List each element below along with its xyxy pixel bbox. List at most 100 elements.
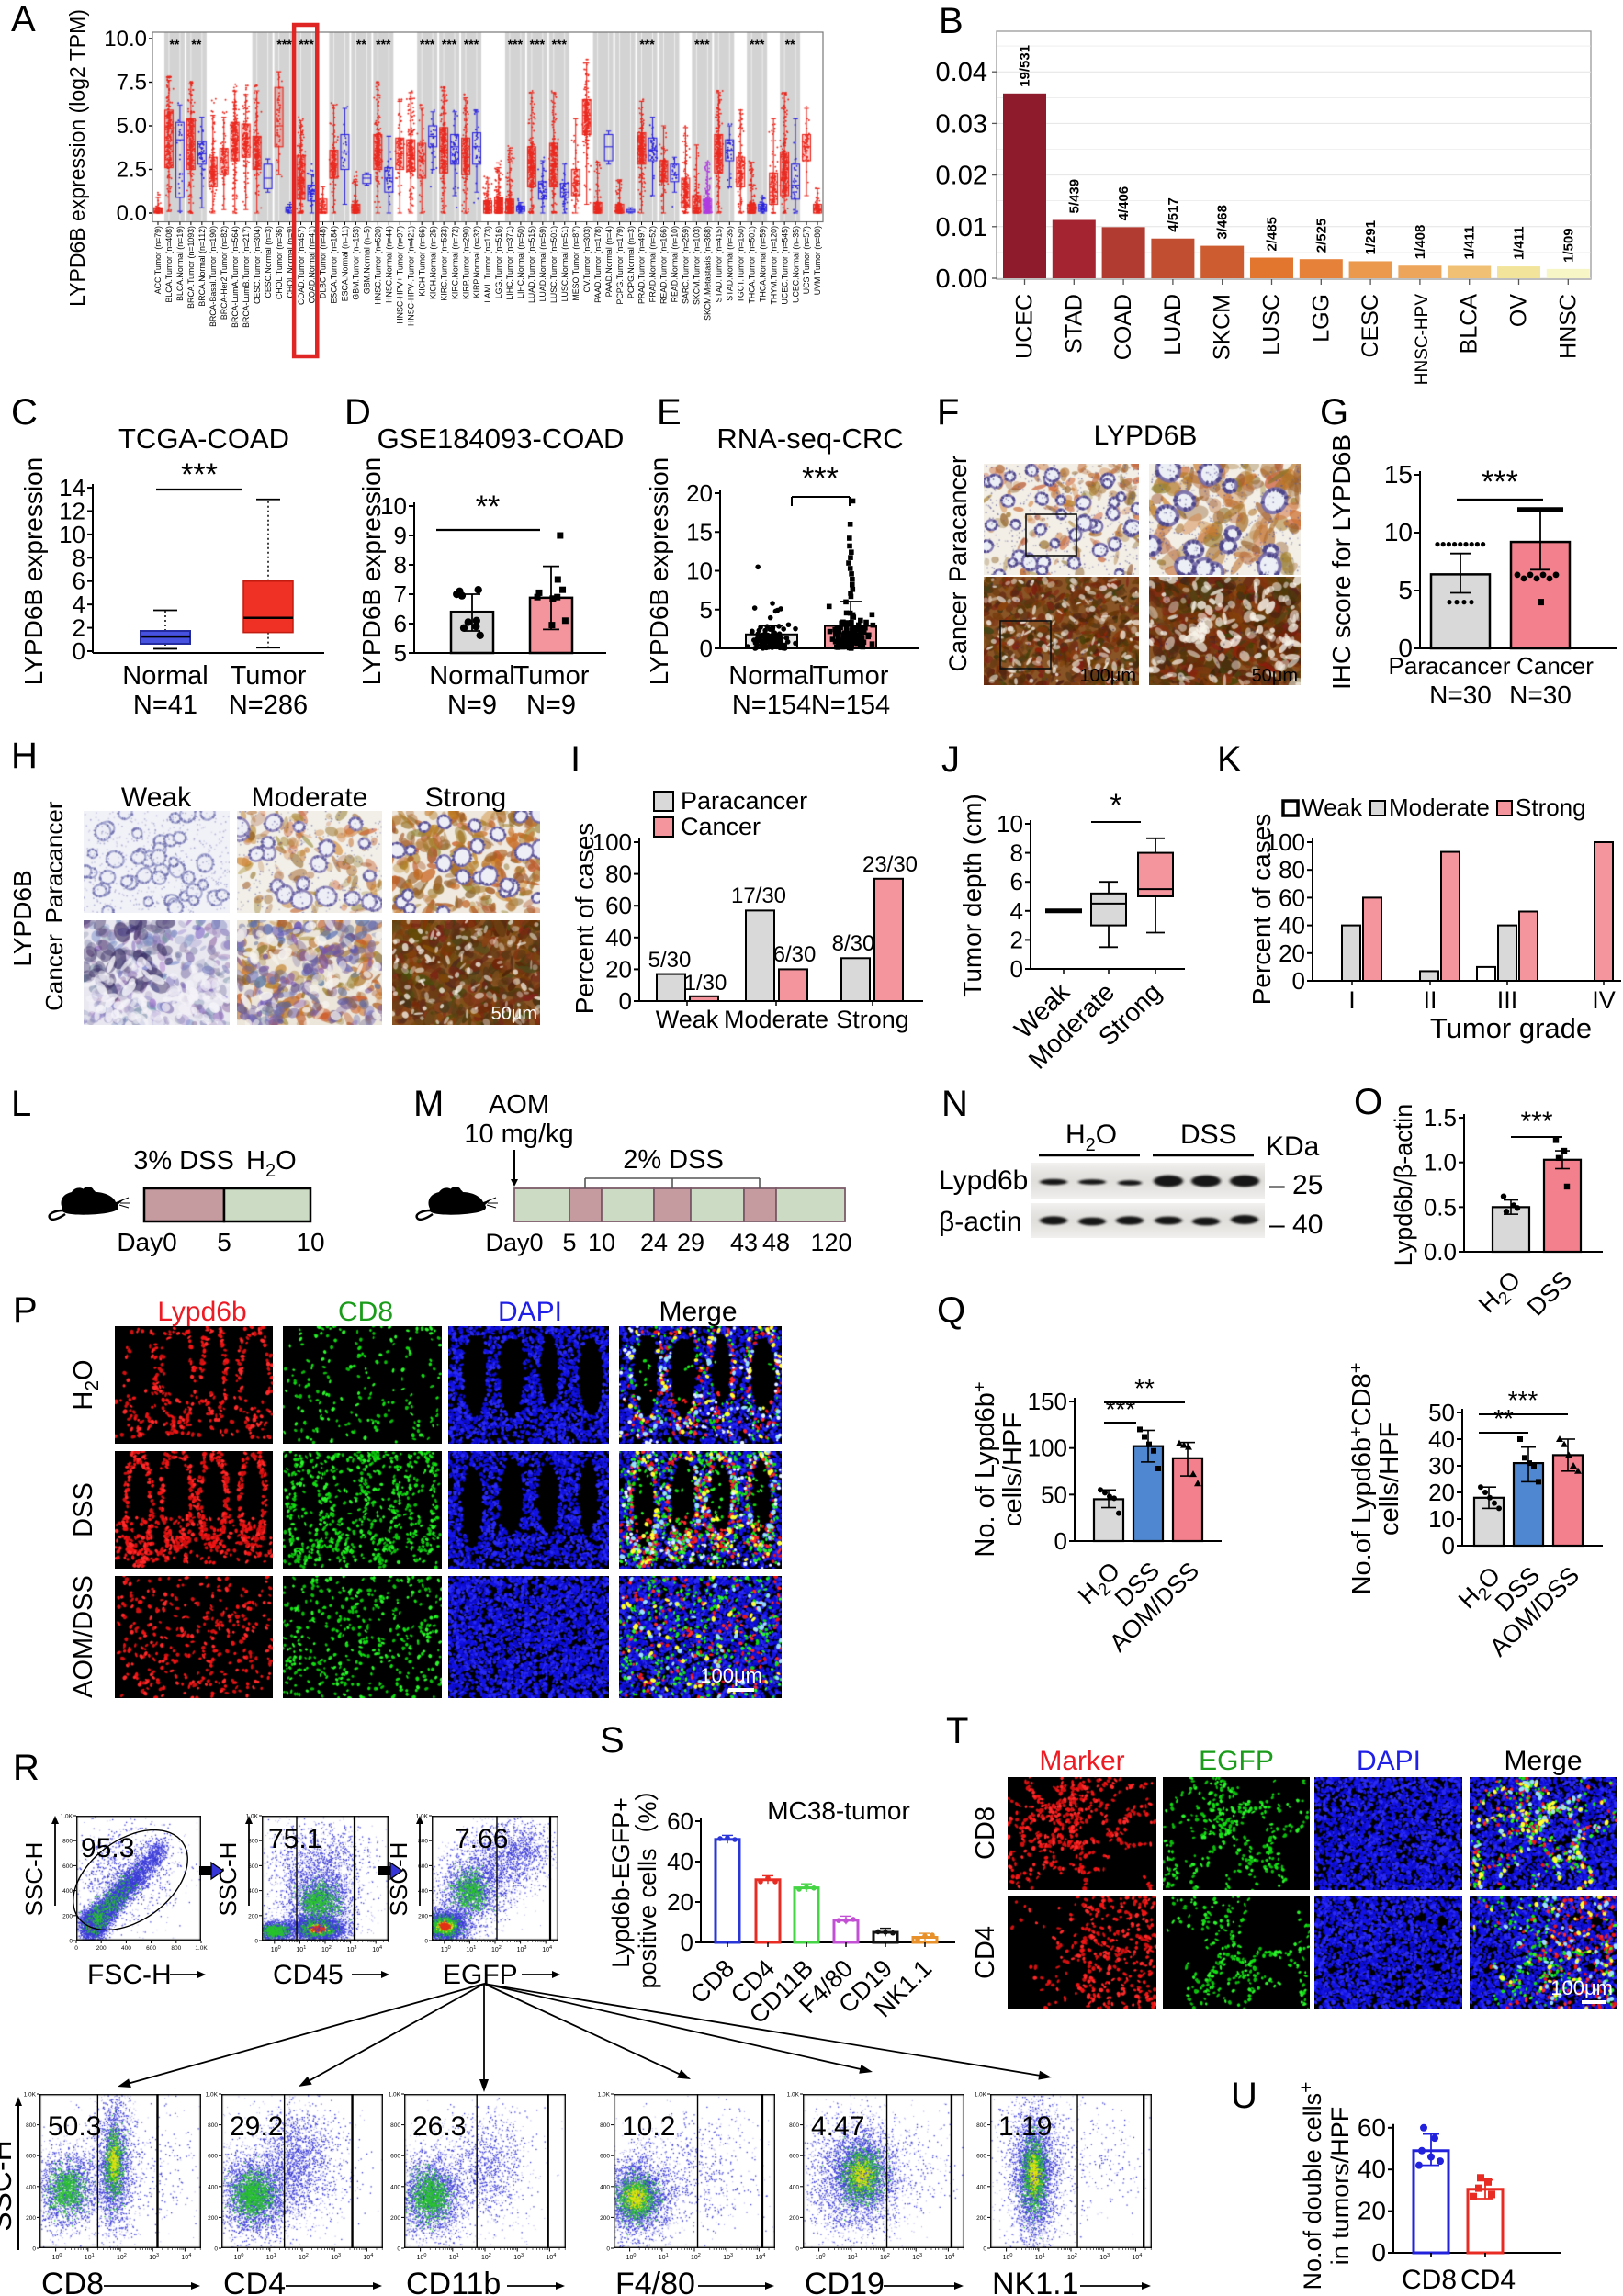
svg-text:– 40: – 40 [1269, 1210, 1323, 1240]
svg-text:1/509: 1/509 [1561, 228, 1576, 263]
svg-text:102: 102 [117, 2253, 127, 2261]
svg-text:STAD.Normal (n=35): STAD.Normal (n=35) [725, 226, 734, 301]
svg-text:17/30: 17/30 [731, 884, 786, 908]
svg-text:PAAD.Normal (n=4): PAAD.Normal (n=4) [604, 226, 614, 297]
svg-text:0: 0 [1442, 1532, 1455, 1559]
svg-text:CD8: CD8 [971, 1806, 1000, 1860]
svg-text:β-actin: β-actin [939, 1207, 1022, 1237]
svg-text:LUAD: LUAD [1160, 294, 1186, 355]
svg-text:40: 40 [1358, 2155, 1386, 2183]
svg-text:HNSC.Tumor (n=520): HNSC.Tumor (n=520) [374, 226, 383, 305]
svg-text:FSC-H: FSC-H [87, 1960, 172, 1990]
svg-text:THYM.Tumor (n=120): THYM.Tumor (n=120) [769, 226, 778, 305]
svg-text:800: 800 [208, 2122, 218, 2129]
svg-text:2: 2 [73, 614, 85, 642]
svg-text:400: 400 [62, 1888, 73, 1895]
svg-text:BRCA-Her2.Tumor (n=82): BRCA-Her2.Tumor (n=82) [220, 226, 229, 320]
svg-text:101: 101 [848, 2253, 858, 2261]
svg-text:8: 8 [394, 551, 407, 579]
svg-text:3% DSS: 3% DSS [133, 1146, 234, 1176]
svg-text:N=9: N=9 [526, 691, 576, 720]
svg-text:50μm: 50μm [491, 1004, 537, 1024]
svg-text:HNSC-HPV-.Tumor (n=421): HNSC-HPV-.Tumor (n=421) [406, 226, 415, 326]
svg-text:102: 102 [321, 1945, 332, 1953]
svg-text:Lypd6b-EGFP+: Lypd6b-EGFP+ [607, 1797, 635, 1968]
svg-text:SARC.Tumor (n=259): SARC.Tumor (n=259) [682, 226, 691, 304]
svg-text:BRCA.Tumor (n=1093): BRCA.Tumor (n=1093) [186, 226, 196, 309]
svg-text:H: H [11, 736, 38, 776]
svg-text:101: 101 [266, 2253, 276, 2261]
svg-text:J: J [941, 739, 960, 780]
svg-text:BLCA.Tumor (n=408): BLCA.Tumor (n=408) [164, 226, 174, 303]
svg-text:N=41: N=41 [133, 691, 197, 720]
svg-text:CD8: CD8 [1402, 2265, 1457, 2295]
svg-text:Cancer: Cancer [40, 934, 68, 1011]
svg-text:BRCA-LumB.Tumor (n=217): BRCA-LumB.Tumor (n=217) [242, 226, 251, 328]
svg-text:10: 10 [1384, 518, 1413, 546]
svg-text:104: 104 [755, 2253, 765, 2261]
svg-text:101: 101 [659, 2253, 669, 2261]
svg-text:TCGA-COAD: TCGA-COAD [118, 422, 289, 455]
svg-text:STAD.Tumor (n=415): STAD.Tumor (n=415) [715, 226, 724, 302]
svg-text:H2O: H2O [1473, 1266, 1529, 1322]
svg-text:in tumors/HPF: in tumors/HPF [1326, 2107, 1354, 2266]
svg-text:COAD.Tumor (n=457): COAD.Tumor (n=457) [297, 226, 306, 305]
svg-text:0.02: 0.02 [936, 162, 987, 191]
svg-text:102: 102 [880, 2253, 890, 2261]
svg-text:100: 100 [52, 2253, 62, 2261]
svg-text:80: 80 [605, 861, 632, 888]
svg-text:MC38-tumor: MC38-tumor [767, 1796, 910, 1825]
svg-text:30: 30 [1428, 1452, 1455, 1480]
svg-text:0: 0 [32, 2246, 36, 2253]
svg-text:600: 600 [600, 2154, 610, 2160]
svg-text:200: 200 [418, 1913, 428, 1919]
svg-text:DLBC.Tumor (n=48): DLBC.Tumor (n=48) [319, 226, 328, 298]
svg-text:OV: OV [1506, 294, 1532, 327]
svg-text:SSC-H: SSC-H [0, 2140, 17, 2232]
svg-text:Cancer: Cancer [681, 813, 761, 840]
svg-text:SSC-H: SSC-H [20, 1842, 48, 1917]
svg-text:Moderate: Moderate [724, 1006, 828, 1033]
svg-text:0: 0 [700, 635, 713, 662]
svg-text:1.0K: 1.0K [195, 1945, 208, 1952]
svg-text:150: 150 [1028, 1388, 1067, 1415]
svg-text:100: 100 [234, 2253, 244, 2261]
svg-text:0.04: 0.04 [936, 58, 987, 87]
svg-text:5: 5 [1398, 576, 1413, 604]
svg-text:12: 12 [59, 497, 85, 524]
svg-text:LGG.Tumor (n=516): LGG.Tumor (n=516) [494, 226, 503, 298]
svg-text:CD8: CD8 [685, 1954, 739, 2009]
svg-text:***: *** [1482, 465, 1518, 500]
svg-text:DSS: DSS [1522, 1266, 1577, 1321]
svg-text:43: 43 [730, 1229, 758, 1256]
svg-text:23/30: 23/30 [862, 852, 918, 877]
svg-text:103: 103 [517, 1945, 527, 1953]
svg-text:**: ** [1493, 1404, 1514, 1433]
svg-text:Paracancer: Paracancer [1389, 652, 1511, 680]
svg-text:5.0: 5.0 [117, 114, 147, 139]
svg-text:LYPD6B: LYPD6B [8, 870, 37, 966]
svg-text:***: *** [508, 37, 524, 51]
svg-text:103: 103 [149, 2253, 159, 2261]
svg-text:0: 0 [983, 2246, 986, 2253]
svg-text:KIRP.Normal (n=32): KIRP.Normal (n=32) [472, 226, 481, 298]
svg-text:KIRC.Normal (n=72): KIRC.Normal (n=72) [450, 226, 459, 299]
svg-text:800: 800 [789, 2122, 799, 2129]
svg-text:Tumor grade: Tumor grade [1430, 1012, 1592, 1044]
svg-text:CD19: CD19 [805, 2267, 885, 2296]
svg-text:CD45: CD45 [273, 1960, 344, 1990]
svg-text:101: 101 [466, 1945, 476, 1953]
svg-text:400: 400 [26, 2184, 36, 2190]
svg-text:600: 600 [26, 2154, 36, 2160]
svg-text:Normal: Normal [429, 661, 514, 691]
svg-text:M: M [413, 1084, 444, 1124]
svg-text:GBM.Tumor (n=153): GBM.Tumor (n=153) [352, 226, 361, 300]
svg-text:LYPD6B expression: LYPD6B expression [357, 457, 386, 686]
svg-text:0: 0 [214, 2246, 218, 2253]
svg-text:***: *** [464, 37, 479, 51]
svg-text:A: A [11, 0, 36, 39]
svg-text:L: L [11, 1084, 31, 1124]
svg-text:Percent of cases: Percent of cases [570, 823, 599, 1015]
svg-text:19/531: 19/531 [1018, 45, 1033, 87]
svg-text:5/439: 5/439 [1066, 179, 1082, 214]
